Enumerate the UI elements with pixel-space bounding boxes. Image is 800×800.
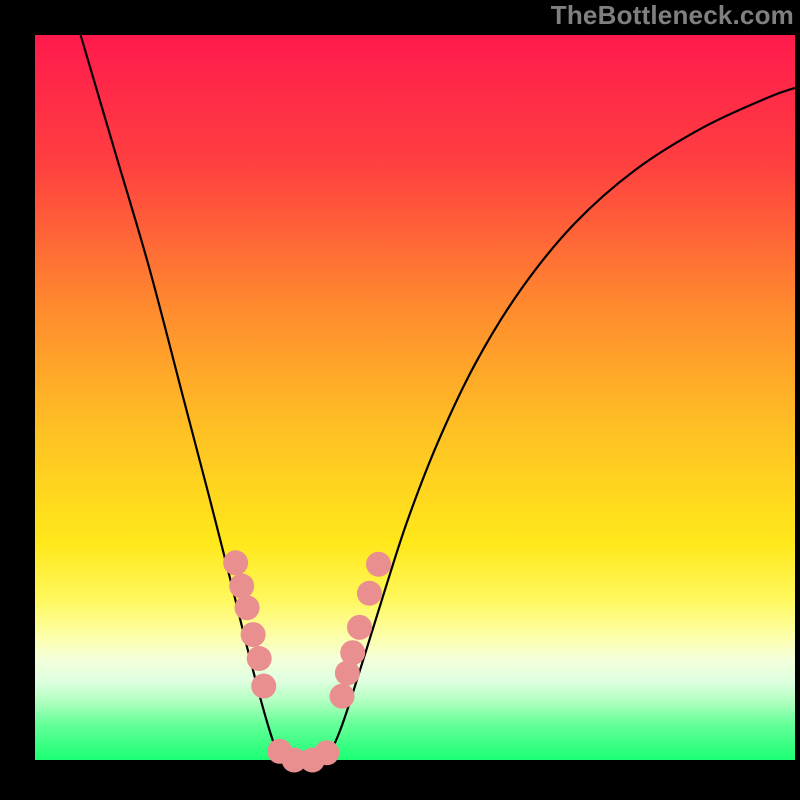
curve-marker xyxy=(229,574,254,599)
chart-svg xyxy=(0,0,800,800)
curve-marker xyxy=(247,646,272,671)
curve-marker xyxy=(366,552,391,577)
chart-stage: TheBottleneck.com xyxy=(0,0,800,800)
curve-marker xyxy=(223,550,248,575)
watermark-text: TheBottleneck.com xyxy=(551,0,794,31)
curve-marker xyxy=(340,640,365,665)
curve-marker xyxy=(235,595,260,620)
curve-marker xyxy=(357,581,382,606)
plot-background xyxy=(35,35,795,760)
curve-marker xyxy=(241,622,266,647)
curve-marker xyxy=(251,674,276,699)
curve-marker xyxy=(314,740,339,765)
curve-marker xyxy=(330,684,355,709)
curve-marker xyxy=(347,615,372,640)
